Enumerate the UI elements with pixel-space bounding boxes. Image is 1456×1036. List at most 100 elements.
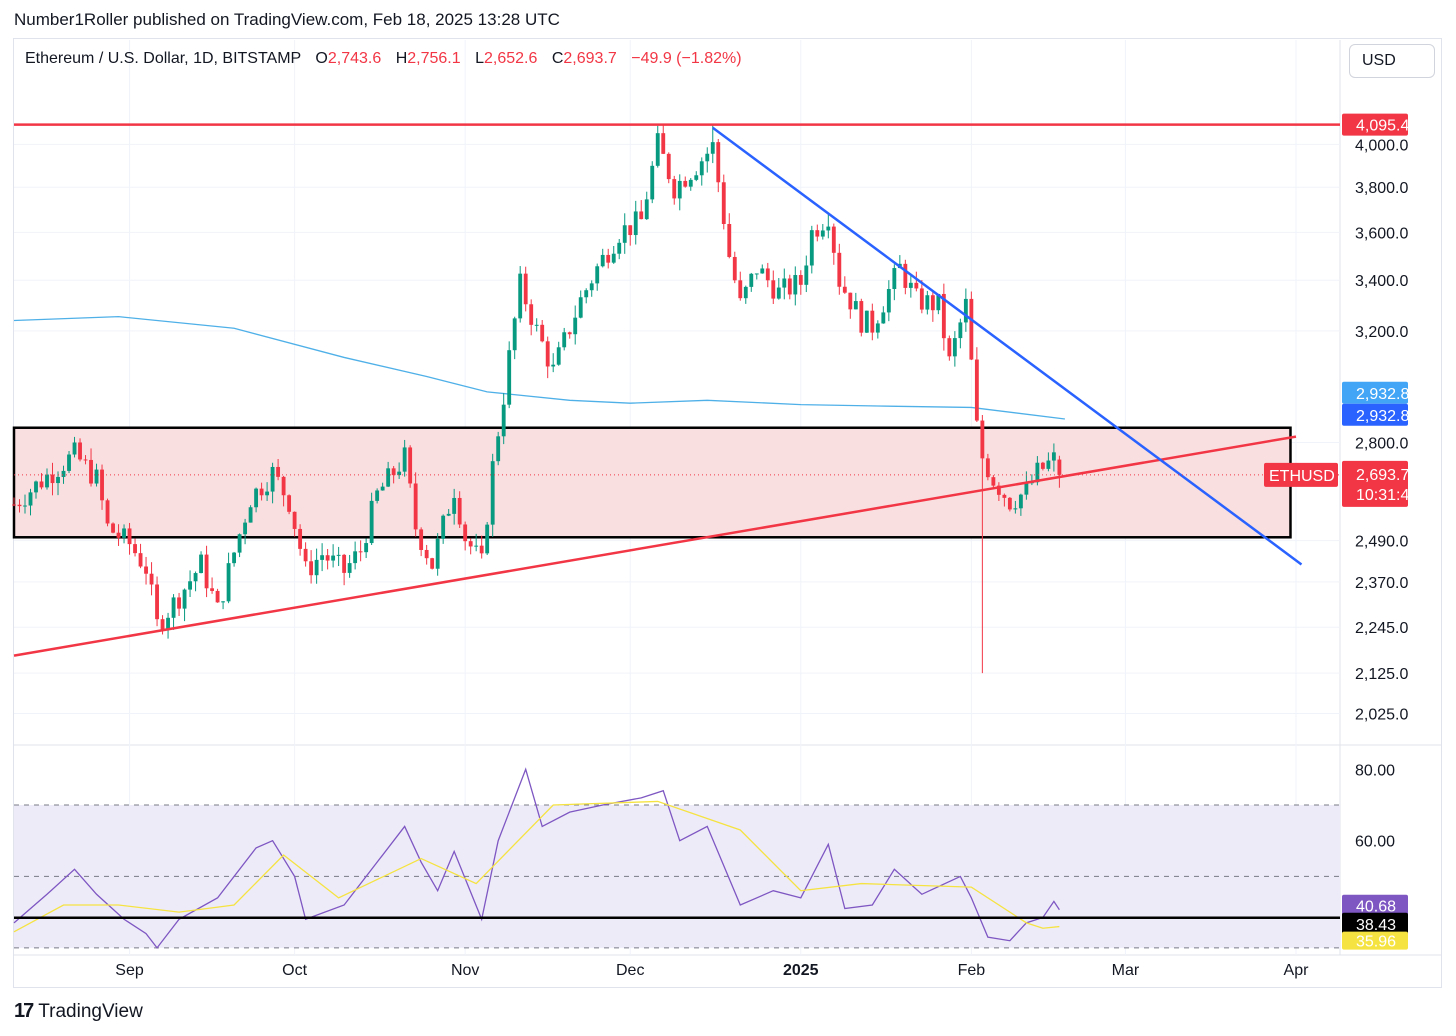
candle-body <box>837 252 842 287</box>
candle <box>947 335 952 361</box>
currency-selector[interactable]: USD <box>1349 44 1435 78</box>
candle <box>941 283 946 351</box>
time-axis-label: Dec <box>616 962 644 979</box>
candle-body <box>375 490 380 501</box>
candle-body <box>380 486 385 491</box>
candle <box>507 341 512 409</box>
candle-body <box>848 292 853 310</box>
candle-body <box>496 436 501 462</box>
candle-body <box>67 454 71 471</box>
candle-body <box>325 555 330 561</box>
candle <box>952 331 957 367</box>
candle <box>573 305 578 345</box>
rsi-tag-ma-text: 35.96 <box>1356 934 1396 951</box>
candle <box>1007 496 1012 512</box>
candle-body <box>738 280 743 299</box>
candle <box>116 524 121 546</box>
candle <box>61 465 66 484</box>
low-value: 2,652.6 <box>484 50 538 67</box>
candle-body <box>562 332 567 348</box>
candle-body <box>243 522 248 535</box>
candle-body <box>870 310 875 333</box>
candle <box>919 280 924 314</box>
candle <box>760 264 765 274</box>
candle-body <box>518 273 523 319</box>
candle-body <box>941 293 946 339</box>
candle-body <box>419 529 424 550</box>
candle-body <box>336 554 341 556</box>
candle <box>1046 452 1051 472</box>
candle-body <box>633 211 638 236</box>
time-axis-label: Mar <box>1112 962 1140 979</box>
symbol-tag-bg <box>1264 462 1338 487</box>
candle <box>259 482 264 501</box>
candle <box>617 238 622 260</box>
candle <box>380 482 385 491</box>
candle <box>496 431 501 466</box>
candle <box>17 499 22 513</box>
candle-body <box>853 301 858 310</box>
candle-body <box>743 286 748 299</box>
candle-body <box>969 298 974 360</box>
price-tag-high: 4,095.4 <box>1342 113 1409 136</box>
rsi-tag-ma: 35.96 <box>1342 931 1408 951</box>
candle <box>727 213 732 259</box>
candle <box>111 522 115 534</box>
candle-body <box>694 175 699 180</box>
candle <box>611 245 616 264</box>
price-axis-label: 3,400.0 <box>1355 273 1408 290</box>
candle-body <box>83 459 88 461</box>
candle <box>749 272 754 292</box>
candle <box>804 255 809 293</box>
candle-body <box>391 468 396 476</box>
candle <box>963 288 968 332</box>
symbol-tag-text: ETHUSD <box>1269 468 1335 485</box>
candle <box>182 588 187 622</box>
candle-body <box>787 278 792 295</box>
candle-body <box>958 322 963 339</box>
candle <box>562 327 567 351</box>
candle-body <box>661 133 666 154</box>
candle-body <box>826 226 831 231</box>
moving-average-line <box>13 315 1065 420</box>
candle-body <box>903 263 908 288</box>
candle-body <box>127 528 132 545</box>
price-tag-ma-2: 2,932.8 <box>1342 403 1409 426</box>
candle-body <box>529 304 534 325</box>
candle <box>710 124 715 164</box>
candle <box>529 299 534 336</box>
candle <box>1057 455 1062 488</box>
candle <box>446 508 451 517</box>
candle-body <box>72 442 77 455</box>
candle <box>303 542 308 567</box>
price-tag-ma-bg <box>1342 381 1408 404</box>
candle <box>903 259 908 295</box>
candle <box>232 551 237 567</box>
candle-body <box>963 298 968 323</box>
candle <box>633 200 638 245</box>
candle <box>188 570 192 597</box>
candle-body <box>237 534 242 553</box>
candle <box>171 594 176 630</box>
price-axis-label: 3,600.0 <box>1355 225 1408 242</box>
candle-body <box>1013 508 1018 510</box>
footer-brand[interactable]: 17 TradingView <box>14 1000 143 1023</box>
candle <box>732 251 737 284</box>
candle-body <box>28 492 33 506</box>
candle <box>281 475 286 507</box>
candle <box>551 353 556 373</box>
candle-body <box>358 551 363 553</box>
candle <box>122 524 126 544</box>
candle <box>474 533 479 552</box>
candle-body <box>991 477 996 486</box>
candle-body <box>314 559 319 576</box>
candle-body <box>820 230 825 237</box>
candle-body <box>485 524 490 554</box>
candle <box>1013 500 1018 514</box>
candle <box>980 415 985 674</box>
candle-body <box>919 288 924 310</box>
candle-body <box>996 485 1001 495</box>
candle <box>886 280 891 322</box>
candle <box>908 275 913 298</box>
